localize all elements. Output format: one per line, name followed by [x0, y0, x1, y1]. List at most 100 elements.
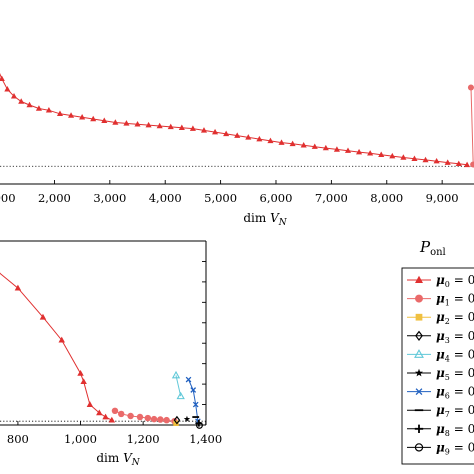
bottom-data-point [192, 401, 199, 408]
top-data-point [79, 114, 86, 120]
top-data-point [200, 127, 208, 133]
top-data-point [178, 124, 185, 130]
top-data-point [367, 150, 374, 156]
top-data-point [45, 107, 52, 113]
bottom-data-point [190, 387, 197, 393]
bottom-series [0, 272, 203, 429]
top-data-point [123, 120, 130, 126]
bottom-data-point [185, 376, 192, 383]
top-data-point [101, 117, 108, 123]
bottom-data-point [80, 378, 87, 385]
top-data-point [433, 157, 440, 164]
bottom-data-point [117, 410, 125, 418]
bottom-data-point [163, 416, 170, 424]
top-data-point [26, 101, 33, 108]
top-x-tick-label: 2,000 [38, 191, 71, 205]
legend-entries: μ0 = 0. μ1 = 0. μ2 = 0. μ3 = 0. μ4 = 0. μ5 = … [407, 273, 474, 456]
legend-label: μ7 = 0. [436, 403, 474, 419]
top-data-point [245, 134, 252, 140]
top-x-ticks: 1,000 2,000 3,000 4,000 5,000 6,000 7,000 8,000… [0, 180, 459, 205]
top-data-point [333, 146, 340, 152]
legend-label: μ5 = 0. [436, 366, 474, 382]
top-data-point [467, 84, 474, 91]
top-data-point [68, 112, 75, 118]
top-data-point [267, 137, 274, 144]
legend-label: μ1 = 0. [436, 292, 474, 308]
top-data-point [4, 86, 11, 92]
top-series [0, 72, 474, 168]
top-data-point [400, 154, 407, 160]
bottom-x-ticks: 800 1,000 1,200 1,400 [7, 421, 222, 446]
top-data-point [256, 135, 263, 142]
bottom-data-point [183, 415, 191, 422]
bottom-data-point [127, 412, 134, 420]
legend-box [401, 267, 474, 465]
bottom-data-point [77, 369, 84, 376]
top-x-tick-label: 9,000 [426, 191, 459, 205]
top-data-point [444, 159, 451, 165]
bottom-data-point [157, 416, 164, 423]
bottom-x-axis-label: dim VN [96, 451, 140, 468]
legend-label: μ6 = 0 [436, 385, 474, 401]
bottom-right-ticks [202, 240, 206, 426]
top-data-point [311, 143, 318, 149]
top-data-point [156, 122, 163, 129]
top-data-point [134, 121, 141, 127]
top-x-tick-label: 7,000 [315, 191, 348, 205]
legend: Ponl μ0 = 0. μ1 = 0. μ2 = 0. μ3 = 0. μ4 = 0.… [401, 238, 474, 465]
bottom-data-point [136, 413, 144, 421]
top-data-point [223, 130, 230, 137]
bottom-data-point [144, 414, 152, 422]
top-data-point [167, 123, 174, 130]
top-data-point [455, 160, 462, 167]
top-data-point [35, 105, 42, 111]
legend-title: Ponl [419, 238, 446, 258]
bottom-data-point [102, 413, 109, 420]
top-data-point [464, 161, 471, 168]
bottom-data-point [150, 415, 158, 423]
bottom-data-point [86, 401, 94, 407]
top-x-tick-label: 6,000 [260, 191, 293, 205]
bottom-x-tick-label: 1,200 [127, 432, 160, 446]
top-series-line [0, 72, 468, 166]
legend-marker [414, 424, 424, 433]
top-data-point [322, 144, 329, 151]
top-data-point [90, 115, 97, 122]
top-data-point [356, 148, 363, 155]
bottom-data-point [96, 409, 103, 416]
legend-marker [415, 275, 423, 283]
bottom-data-point [108, 416, 116, 423]
bottom-data-point [111, 407, 119, 415]
bottom-series-line [188, 379, 199, 422]
bottom-x-tick-label: 800 [7, 432, 29, 446]
top-x-tick-label: 8,000 [370, 191, 403, 205]
legend-label: μ8 = 0. [436, 422, 474, 438]
bottom-data-point [58, 336, 65, 343]
top-x-tick-label: 5,000 [204, 191, 237, 205]
top-data-point [18, 98, 25, 104]
top-chart: 1,000 2,000 3,000 4,000 5,000 6,000 7,000 8,000… [0, 72, 474, 228]
legend-marker [415, 313, 423, 321]
top-data-point [10, 93, 18, 99]
legend-marker [415, 368, 423, 377]
bottom-series-line [0, 272, 113, 421]
top-series-line [470, 87, 474, 166]
bottom-data-point [173, 415, 181, 425]
bottom-data-point [39, 313, 47, 320]
bottom-series-line [175, 375, 182, 397]
top-x-tick-label: 4,000 [149, 191, 182, 205]
top-x-axis-label: dim VN [243, 211, 287, 228]
legend-marker [415, 330, 423, 342]
bottom-x-tick-label: 1,400 [189, 432, 222, 446]
legend-label: μ4 = 0. [436, 347, 474, 363]
bottom-chart: 800 1,000 1,200 1,400 dim VN [0, 240, 222, 468]
top-data-point [145, 121, 152, 128]
top-data-point [378, 151, 385, 157]
top-data-point [300, 142, 307, 148]
bottom-data-point [171, 370, 181, 379]
legend-marker [414, 349, 424, 358]
top-data-point [189, 125, 196, 131]
top-data-point [422, 156, 429, 163]
legend-label: μ3 = 0. [436, 329, 474, 345]
